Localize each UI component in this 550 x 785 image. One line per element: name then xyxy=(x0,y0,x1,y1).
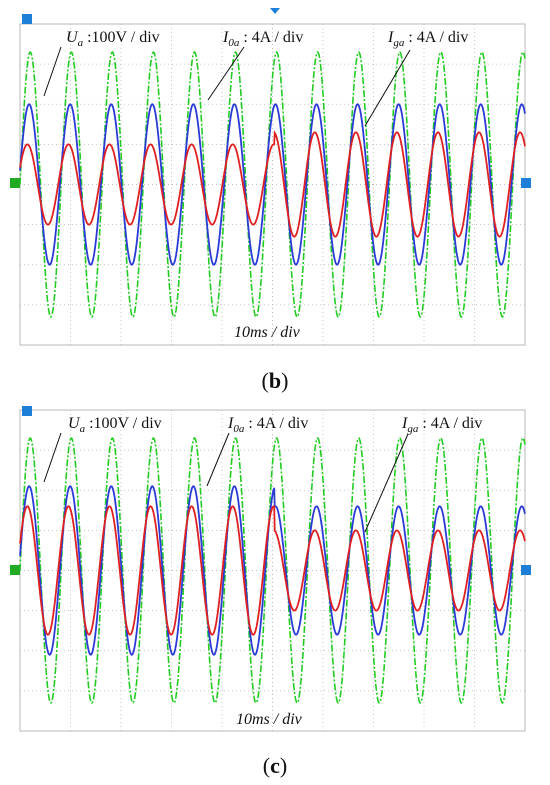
oscilloscope-panel-b: Ua :100V / div I0a : 4A / div Iga : 4A /… xyxy=(10,8,531,393)
figure-caption-c: (c) xyxy=(263,753,287,778)
time-scale-label: 10ms / div xyxy=(236,711,303,728)
waveform-iga xyxy=(19,130,526,238)
waveforms-b xyxy=(19,51,526,318)
i0a-pointer-line xyxy=(207,46,245,101)
oscilloscope-panel-c: Ua :100V / div I0a : 4A / div Iga : 4A /… xyxy=(0,392,550,785)
iga-label: Iga : 4A / div xyxy=(387,29,468,49)
scope-chart-c: Ua :100V / div I0a : 4A / div Iga : 4A /… xyxy=(10,406,531,778)
grid-b xyxy=(19,23,526,346)
channel-marker-left-icon xyxy=(10,178,20,188)
iga-label: Iga : 4A / div xyxy=(401,415,482,435)
waveform-i0a xyxy=(19,103,526,266)
ua-label: Ua :100V / div xyxy=(68,415,162,435)
trigger-marker-top-icon xyxy=(270,8,280,14)
ua-label: Ua :100V / div xyxy=(66,29,160,49)
iga-pointer-line xyxy=(364,433,409,533)
ua-pointer-line xyxy=(43,46,62,97)
channel-marker-left-icon xyxy=(10,565,20,575)
channel-marker-right-icon xyxy=(521,178,531,188)
figure-caption-b: (b) xyxy=(262,368,289,393)
iga-pointer-line xyxy=(364,49,411,127)
ua-pointer-line xyxy=(43,432,62,483)
time-marker-icon xyxy=(22,406,32,416)
time-scale-label: 10ms / div xyxy=(234,324,301,341)
channel-marker-right-icon xyxy=(521,565,531,575)
i0a-label: I0a : 4A / div xyxy=(227,415,308,435)
waveforms-c xyxy=(19,437,526,704)
waveform-iga xyxy=(19,505,526,636)
time-marker-icon xyxy=(22,14,32,24)
i0a-label: I0a : 4A / div xyxy=(222,29,303,49)
scope-chart-b: Ua :100V / div I0a : 4A / div Iga : 4A /… xyxy=(10,8,531,393)
i0a-pointer-line xyxy=(206,432,230,487)
